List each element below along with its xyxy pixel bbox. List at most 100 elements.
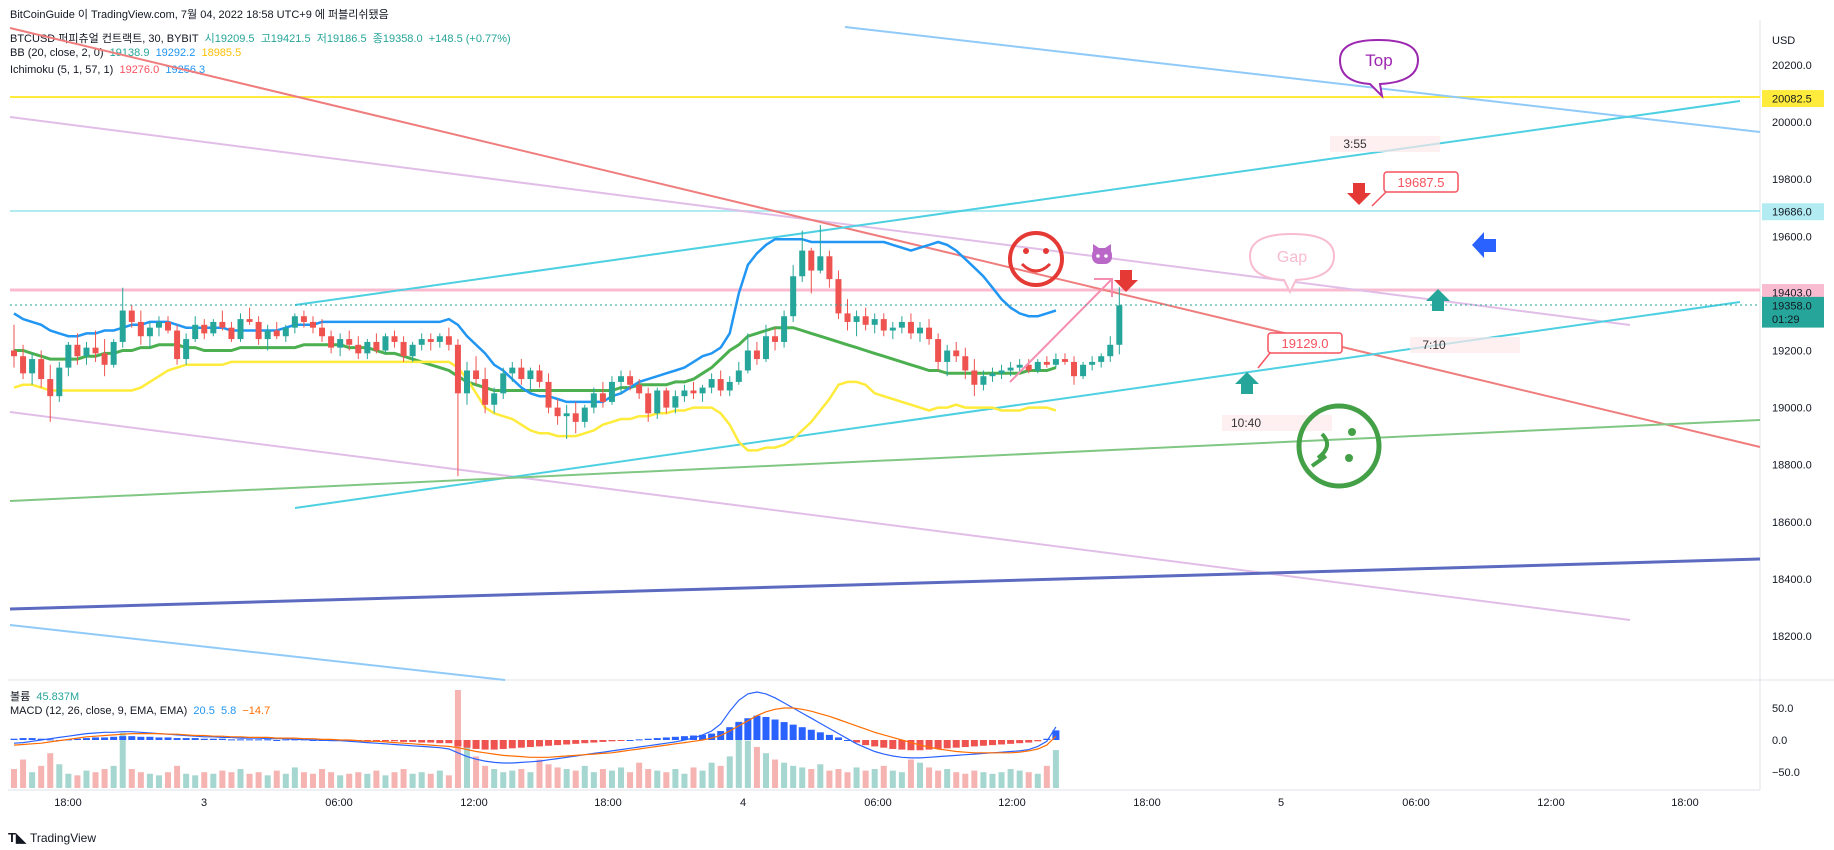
red-descending-trendline[interactable] xyxy=(9,27,1761,448)
candle-body[interactable] xyxy=(1080,364,1087,377)
volume-bar[interactable] xyxy=(1016,770,1023,788)
macd-histogram-bar[interactable] xyxy=(590,740,598,743)
macd-histogram-bar[interactable] xyxy=(925,740,933,750)
macd-histogram-bar[interactable] xyxy=(644,738,652,740)
volume-bar[interactable] xyxy=(708,762,715,788)
volume-bar[interactable] xyxy=(681,773,688,788)
macd-histogram-bar[interactable] xyxy=(834,737,842,740)
candle-body[interactable] xyxy=(74,344,81,357)
volume-bar[interactable] xyxy=(20,759,27,788)
volume-bar[interactable] xyxy=(282,773,289,788)
volume-bar[interactable] xyxy=(907,759,914,788)
volume-bar[interactable] xyxy=(772,759,779,788)
volume-bar[interactable] xyxy=(935,770,942,788)
macd-histogram-bar[interactable] xyxy=(273,740,281,741)
candle-body[interactable] xyxy=(618,376,625,382)
candle-body[interactable] xyxy=(146,327,153,337)
candle-body[interactable] xyxy=(509,367,516,374)
candle-body[interactable] xyxy=(418,339,425,345)
macd-histogram-bar[interactable] xyxy=(880,740,888,748)
volume-bar[interactable] xyxy=(219,770,226,788)
volume-bar[interactable] xyxy=(291,767,298,788)
macd-histogram-bar[interactable] xyxy=(608,740,616,742)
macd-histogram-bar[interactable] xyxy=(227,739,235,741)
price-badge[interactable] xyxy=(1762,90,1824,108)
candle-body[interactable] xyxy=(799,250,806,277)
macd-histogram-bar[interactable] xyxy=(10,738,18,740)
candle-body[interactable] xyxy=(817,256,824,271)
blue-upper-trendline[interactable] xyxy=(844,26,1761,133)
volume-bar[interactable] xyxy=(690,767,697,788)
macd-histogram-bar[interactable] xyxy=(1043,738,1051,740)
candle-body[interactable] xyxy=(355,344,362,354)
projection-arrow[interactable] xyxy=(1009,278,1113,383)
candle-body[interactable] xyxy=(92,347,99,354)
volume-bar[interactable] xyxy=(636,762,643,788)
volume-bar[interactable] xyxy=(980,772,987,788)
macd-histogram-bar[interactable] xyxy=(626,740,634,741)
macd-histogram-bar[interactable] xyxy=(490,740,498,750)
candle-body[interactable] xyxy=(971,370,978,385)
volume-bar[interactable] xyxy=(1043,765,1050,788)
candle-body[interactable] xyxy=(1007,367,1014,371)
macd-histogram-bar[interactable] xyxy=(209,738,217,740)
volume-bar[interactable] xyxy=(165,772,172,788)
volume-bar[interactable] xyxy=(346,773,353,788)
volume-bar[interactable] xyxy=(645,769,652,788)
volume-label[interactable]: 볼륨 xyxy=(10,691,31,703)
volume-bar[interactable] xyxy=(654,770,661,788)
candle-body[interactable] xyxy=(545,381,552,408)
smile-icon[interactable] xyxy=(1008,231,1064,287)
macd-histogram-bar[interactable] xyxy=(517,740,525,748)
ichimoku-label[interactable]: Ichimoku (5, 1, 57, 1) xyxy=(10,64,114,76)
macd-histogram-bar[interactable] xyxy=(1025,740,1033,743)
macd-histogram-bar[interactable] xyxy=(218,738,226,740)
macd-histogram-bar[interactable] xyxy=(735,722,743,740)
volume-bar[interactable] xyxy=(545,764,552,788)
macd-histogram-bar[interactable] xyxy=(82,738,90,740)
macd-histogram-bar[interactable] xyxy=(400,740,408,742)
candle-body[interactable] xyxy=(319,327,326,337)
macd-histogram-bar[interactable] xyxy=(391,740,399,742)
price-badge[interactable] xyxy=(1762,284,1824,302)
candle-body[interactable] xyxy=(898,321,905,328)
macd-histogram-bar[interactable] xyxy=(798,727,806,740)
macd-histogram-bar[interactable] xyxy=(789,724,797,740)
macd-histogram-bar[interactable] xyxy=(155,737,163,740)
volume-bar[interactable] xyxy=(527,772,534,788)
volume-bar[interactable] xyxy=(599,769,606,788)
volume-bar[interactable] xyxy=(237,769,244,788)
volume-bar[interactable] xyxy=(491,769,498,788)
volume-bar[interactable] xyxy=(210,773,217,788)
macd-histogram-bar[interactable] xyxy=(146,736,154,740)
volume-bar[interactable] xyxy=(744,740,751,788)
cyan-upper-trendline[interactable] xyxy=(294,100,1741,306)
macd-histogram-bar[interactable] xyxy=(1052,730,1060,740)
candle-body[interactable] xyxy=(681,390,688,397)
candle-body[interactable] xyxy=(527,370,534,380)
macd-histogram-bar[interactable] xyxy=(191,738,199,740)
volume-bar[interactable] xyxy=(971,770,978,788)
blue-lower-trendline[interactable] xyxy=(9,624,506,681)
volume-bar[interactable] xyxy=(717,765,724,788)
candle-body[interactable] xyxy=(165,321,172,331)
candle-body[interactable] xyxy=(1107,344,1114,357)
volume-bar[interactable] xyxy=(38,765,45,788)
macd-histogram-bar[interactable] xyxy=(246,739,254,741)
volume-bar[interactable] xyxy=(790,765,797,788)
candle-body[interactable] xyxy=(309,321,316,328)
candle-body[interactable] xyxy=(237,319,244,340)
macd-histogram-bar[interactable] xyxy=(807,729,815,740)
navy-support-trendline[interactable] xyxy=(9,557,1761,611)
candle-body[interactable] xyxy=(83,347,90,357)
candle-body[interactable] xyxy=(935,339,942,362)
volume-bar[interactable] xyxy=(753,746,760,788)
volume-bar[interactable] xyxy=(11,769,17,788)
candle-body[interactable] xyxy=(880,319,887,331)
candle-body[interactable] xyxy=(726,381,733,391)
drawings-layer[interactable] xyxy=(9,26,1761,681)
candle-body[interactable] xyxy=(699,387,706,394)
volume-bar[interactable] xyxy=(137,772,144,788)
macd-histogram-bar[interactable] xyxy=(662,737,670,740)
volume-bar[interactable] xyxy=(382,775,389,788)
